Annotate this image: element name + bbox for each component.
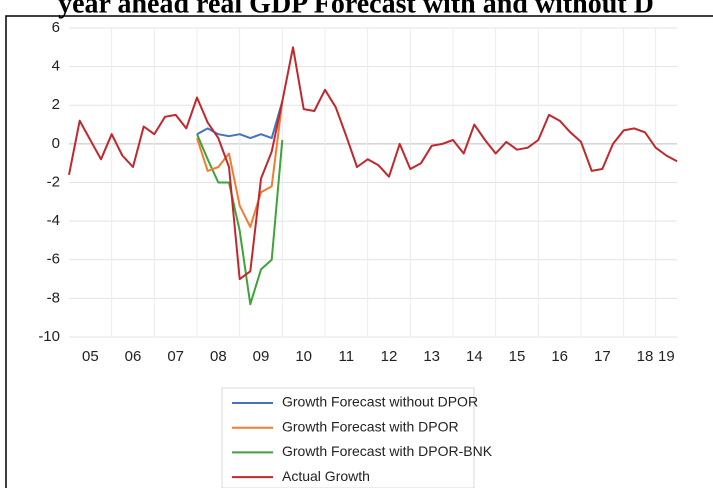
frame — [5, 15, 713, 488]
series-line — [196, 133, 284, 306]
y-tick-label: 2 — [52, 96, 60, 113]
legend-box — [221, 387, 475, 488]
series-line — [68, 46, 678, 281]
y-tick-label: -10 — [38, 328, 60, 345]
series-line — [196, 101, 284, 140]
y-tick-label: -4 — [47, 212, 60, 229]
series-line — [196, 101, 284, 228]
x-tick-label: 14 — [466, 348, 483, 365]
x-tick-label: 10 — [295, 348, 312, 365]
x-tick-label: 08 — [210, 348, 227, 365]
x-tick-label: 05 — [82, 348, 99, 365]
x-tick-label: 17 — [594, 348, 611, 365]
legend-label: Growth Forecast with DPOR — [282, 418, 459, 434]
x-tick-label: 15 — [509, 348, 526, 365]
x-tick-label: 07 — [167, 348, 184, 365]
legend-label: Growth Forecast with DPOR-BNK — [282, 443, 493, 459]
y-tick-label: -8 — [47, 289, 60, 306]
x-tick-label: 09 — [253, 348, 270, 365]
legend-label: Actual Growth — [282, 468, 370, 484]
y-tick-label: -2 — [47, 173, 60, 190]
x-tick-label: 16 — [551, 348, 568, 365]
x-tick-label: 13 — [423, 348, 440, 365]
y-tick-label: 0 — [52, 135, 60, 152]
y-tick-label: 4 — [52, 58, 60, 75]
x-tick-label: 18 — [637, 348, 654, 365]
chart-title: year ahead real GDP Forecast with and wi… — [58, 0, 654, 19]
x-tick-label: 19 — [658, 348, 675, 365]
x-tick-label: 06 — [125, 348, 142, 365]
y-tick-label: -6 — [47, 251, 60, 268]
legend-label: Growth Forecast without DPOR — [282, 394, 478, 410]
y-tick-label: 6 — [52, 19, 60, 36]
x-tick-label: 11 — [339, 348, 355, 365]
x-tick-label: 12 — [381, 348, 398, 365]
